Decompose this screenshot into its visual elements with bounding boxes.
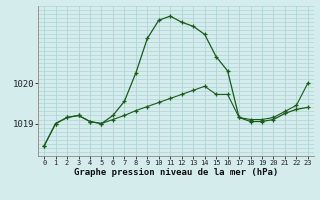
X-axis label: Graphe pression niveau de la mer (hPa): Graphe pression niveau de la mer (hPa) [74, 168, 278, 177]
